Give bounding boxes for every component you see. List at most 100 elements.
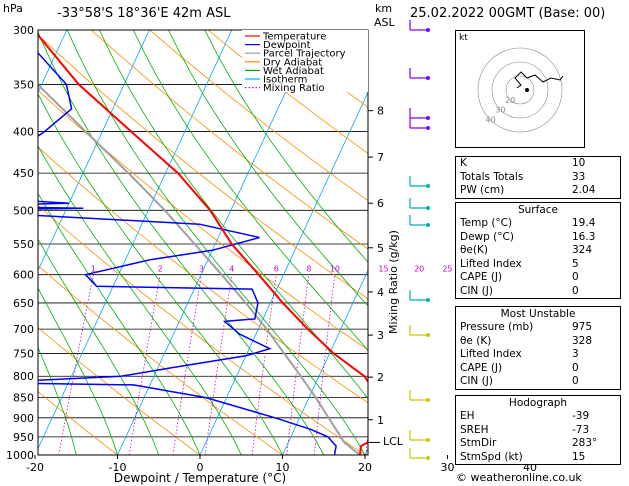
indices-table: K 10 Totals Totals 33 PW (cm) 2.04 bbox=[455, 156, 621, 199]
hodograph-stat-value: 15 bbox=[572, 450, 586, 463]
wind-barb-dot bbox=[426, 456, 430, 460]
datetime-title: 25.02.2022 00GMT (Base: 00) bbox=[410, 6, 606, 21]
x-tick-label: 30 bbox=[441, 461, 455, 474]
mixing-ratio-tick-label: 1 bbox=[91, 265, 96, 274]
legend-box bbox=[242, 30, 368, 92]
temperature-line bbox=[38, 33, 368, 455]
mixing-ratio-line bbox=[204, 274, 233, 455]
height-tick-label: 4 bbox=[377, 286, 384, 299]
wind-barb-dot bbox=[426, 223, 430, 227]
hodograph-ring bbox=[477, 47, 563, 133]
wet-adiabat-line bbox=[38, 287, 118, 455]
most-unstable-row: Pressure (mb) 975 bbox=[456, 321, 620, 335]
surface-row: Dewp (°C) 16.3 bbox=[456, 231, 620, 245]
surface-label: CAPE (J) bbox=[460, 271, 503, 283]
wind-barb-dot bbox=[426, 438, 430, 442]
hodograph-stat-label: EH bbox=[460, 410, 475, 422]
mixing-ratio-line bbox=[404, 275, 419, 455]
legend-entry: Dewpoint bbox=[263, 40, 311, 51]
hodograph-stat-label: SREH bbox=[460, 423, 489, 436]
mixing-ratio-line bbox=[365, 427, 368, 455]
parcel-trajectory-line bbox=[38, 83, 361, 455]
dry-adiabat-line bbox=[90, 30, 368, 250]
pressure-tick-label: 450 bbox=[13, 167, 34, 180]
surface-title: Surface bbox=[517, 204, 558, 216]
surface-row: Lifted Index 5 bbox=[456, 258, 620, 272]
surface-value: 0 bbox=[572, 271, 579, 283]
pressure-tick-label: 1000 bbox=[6, 449, 34, 462]
dry-adiabat-line bbox=[207, 30, 368, 154]
wet-adiabat-line bbox=[38, 192, 201, 455]
mixing-ratio-tick-label: 3 bbox=[199, 265, 204, 274]
height-unit-label: km bbox=[375, 2, 393, 15]
mixing-ratio-line bbox=[128, 274, 161, 455]
mixing-ratio-line bbox=[58, 274, 94, 455]
dry-adiabat-line bbox=[149, 30, 368, 202]
most-unstable-row: CIN (J) 0 bbox=[456, 375, 620, 389]
most-unstable-value: 328 bbox=[572, 334, 593, 347]
mixing-ratio-axis-label: Mixing Ratio (g/kg) bbox=[387, 230, 400, 334]
index-value: 2.04 bbox=[572, 184, 596, 196]
x-tick-label: -20 bbox=[26, 461, 44, 474]
hodograph-ring-label: 20 bbox=[505, 96, 515, 105]
surface-label: CIN (J) bbox=[460, 284, 493, 297]
mixing-ratio-tick-label: 10 bbox=[330, 265, 340, 274]
surface-value: 19.4 bbox=[572, 217, 596, 229]
wet-adiabat-line bbox=[38, 346, 77, 455]
pressure-tick-label: 850 bbox=[13, 392, 34, 405]
surface-row: Temp (°C) 19.4 bbox=[456, 217, 620, 231]
most-unstable-table: Most Unstable Pressure (mb) 975 θe (K) 328 L… bbox=[455, 306, 621, 390]
hodograph-stat-value: -73 bbox=[572, 423, 590, 436]
pressure-tick-label: 350 bbox=[13, 78, 34, 91]
mixing-ratio-tick-label: 4 bbox=[229, 265, 234, 274]
plot-frame bbox=[37, 29, 369, 456]
wet-adiabat-line bbox=[204, 30, 368, 263]
hodograph-stat-value: -39 bbox=[572, 410, 590, 422]
height-tick-label: 1 bbox=[377, 414, 384, 427]
pressure-tick-label: 700 bbox=[13, 323, 34, 336]
most-unstable-value: 0 bbox=[572, 375, 579, 387]
isotherm-line bbox=[282, 269, 368, 455]
mixing-ratio-tick-label: 25 bbox=[442, 265, 452, 274]
index-value: 33 bbox=[572, 170, 586, 183]
dry-adiabat-line bbox=[38, 390, 118, 455]
mixing-ratio-line bbox=[434, 275, 447, 455]
height-tick-label: 6 bbox=[377, 197, 384, 210]
x-tick-label: -10 bbox=[109, 461, 127, 474]
pressure-unit-label: hPa bbox=[3, 2, 23, 15]
pressure-tick-label: 800 bbox=[13, 370, 34, 383]
dewpoint-line bbox=[38, 51, 337, 455]
index-label: Totals Totals bbox=[460, 170, 524, 183]
storm-motion-marker bbox=[525, 88, 529, 92]
legend-entry: Mixing Ratio bbox=[263, 83, 325, 94]
hodograph-table: Hodograph EH -39 SREH -73 StmDir 283° StmSpd (… bbox=[455, 395, 621, 465]
pressure-tick-label: 550 bbox=[13, 238, 34, 251]
most-unstable-value: 0 bbox=[572, 361, 579, 374]
surface-label: Dewp (°C) bbox=[460, 230, 514, 243]
surface-table: Surface Temp (°C) 19.4 Dewp (°C) 16.3 θe(K) 3… bbox=[455, 202, 621, 299]
most-unstable-label: CAPE (J) bbox=[460, 361, 503, 374]
wind-barb-dot bbox=[426, 184, 430, 188]
hodograph-stat-row: SREH -73 bbox=[456, 424, 620, 438]
mixing-ratio-line bbox=[172, 274, 202, 455]
index-row: PW (cm) 2.04 bbox=[456, 184, 620, 198]
wind-barb-dot bbox=[426, 116, 430, 120]
mixing-ratio-tick-label: 2 bbox=[158, 265, 163, 274]
x-tick-label: 0 bbox=[197, 461, 204, 474]
lcl-label: LCL bbox=[383, 435, 404, 448]
pressure-tick-label: 950 bbox=[13, 431, 34, 444]
wet-adiabat-line bbox=[66, 30, 366, 455]
hodograph-frame bbox=[455, 30, 585, 148]
mixing-ratio-line bbox=[251, 274, 277, 455]
wet-adiabat-line bbox=[132, 30, 368, 351]
location-title: -33°58'S 18°36'E 42m ASL bbox=[57, 6, 231, 21]
most-unstable-value: 3 bbox=[572, 348, 579, 360]
index-label: PW (cm) bbox=[460, 184, 505, 196]
surface-label: θe(K) bbox=[460, 244, 488, 256]
surface-value: 16.3 bbox=[572, 230, 596, 243]
isotherm-line bbox=[38, 30, 233, 450]
dry-adiabat-line bbox=[38, 146, 368, 404]
hodograph-ring bbox=[491, 61, 549, 119]
mixing-ratio-tick-label: 6 bbox=[274, 265, 279, 274]
